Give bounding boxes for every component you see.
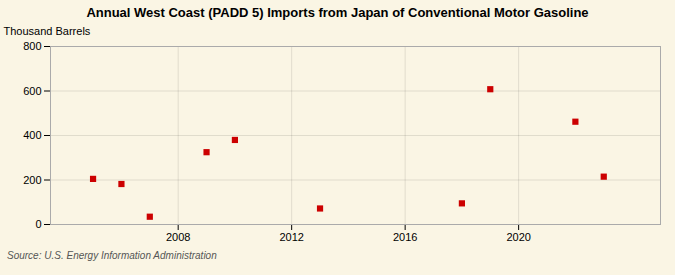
svg-text:2008: 2008 [166, 231, 190, 243]
svg-text:2012: 2012 [279, 231, 303, 243]
svg-text:800: 800 [23, 40, 41, 52]
svg-text:2016: 2016 [393, 231, 417, 243]
svg-text:600: 600 [23, 85, 41, 97]
html-text:Source: U.S. Energy Informatio: Source: U.S. Energy Information Administ… [7, 250, 217, 261]
svg-text:200: 200 [23, 174, 41, 186]
svg-text:Thousand Barrels: Thousand Barrels [4, 25, 91, 37]
svg-text:400: 400 [23, 129, 41, 141]
svg-text:0: 0 [35, 218, 41, 230]
html-text:Annual West Coast (PADD 5) Imp: Annual West Coast (PADD 5) Imports from … [86, 5, 589, 20]
svg-text:2020: 2020 [506, 231, 530, 243]
